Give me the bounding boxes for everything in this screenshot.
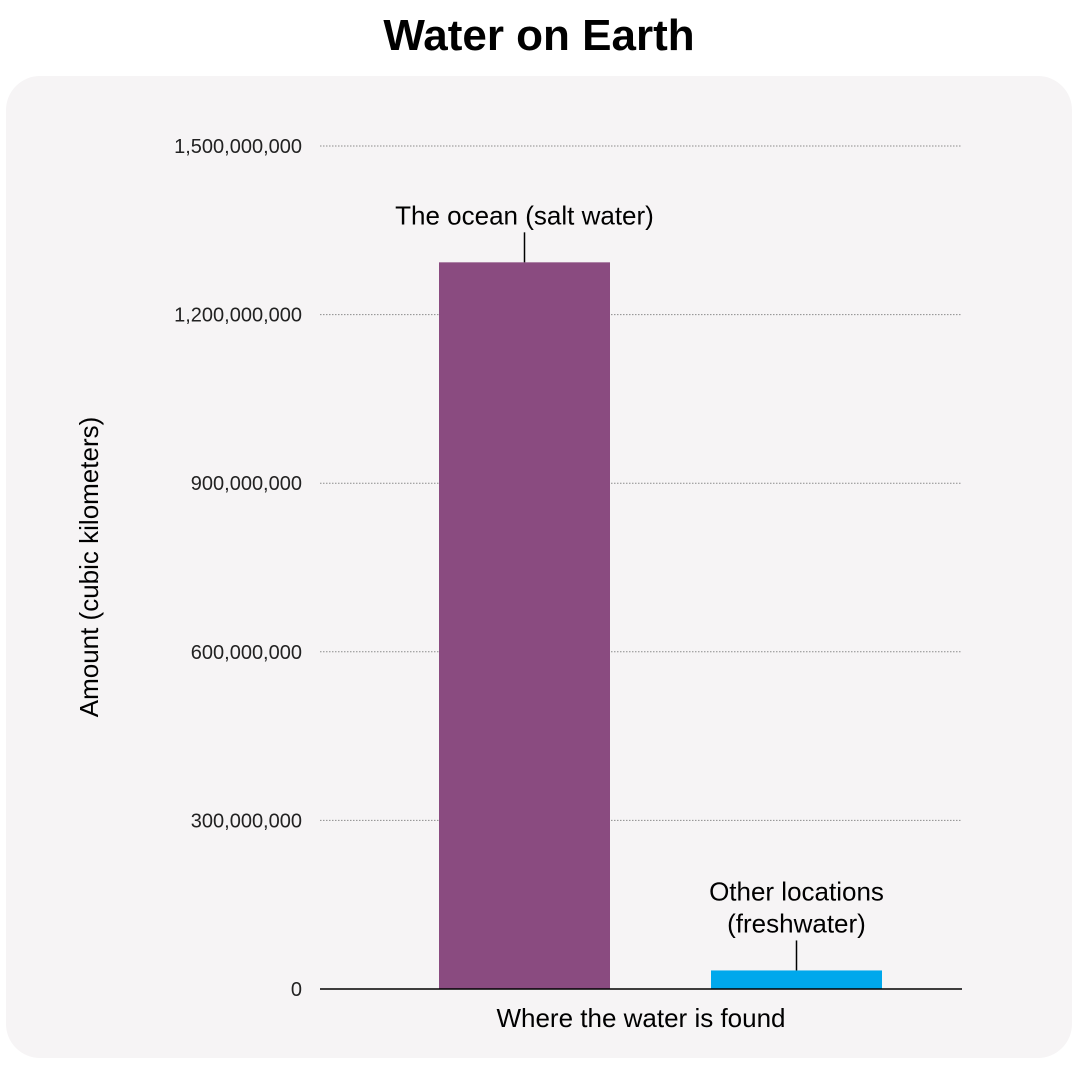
bars xyxy=(439,262,882,990)
y-tick-label: 600,000,000 xyxy=(191,642,302,664)
chart-title: Water on Earth xyxy=(383,11,695,60)
bar-labels: The ocean (salt water) Other locations(fr… xyxy=(395,200,884,971)
y-tick-label: 1,200,000,000 xyxy=(174,305,302,327)
bar-label: Other locations xyxy=(709,876,884,906)
y-axis-title: Amount (cubic kilometers) xyxy=(74,417,104,718)
y-tick-label: 0 xyxy=(291,979,302,1001)
y-tick-labels: 0 300,000,000 600,000,000 900,000,000 1,200,… xyxy=(174,136,302,1001)
bar-label: The ocean (salt water) xyxy=(395,200,654,230)
bar xyxy=(711,970,882,989)
bar-label: (freshwater) xyxy=(727,908,866,938)
bar xyxy=(439,262,610,990)
y-tick-label: 900,000,000 xyxy=(191,473,302,495)
grid-lines xyxy=(320,145,962,821)
x-axis-title: Where the water is found xyxy=(496,1003,785,1033)
y-tick-label: 1,500,000,000 xyxy=(174,136,302,158)
y-tick-label: 300,000,000 xyxy=(191,810,302,832)
